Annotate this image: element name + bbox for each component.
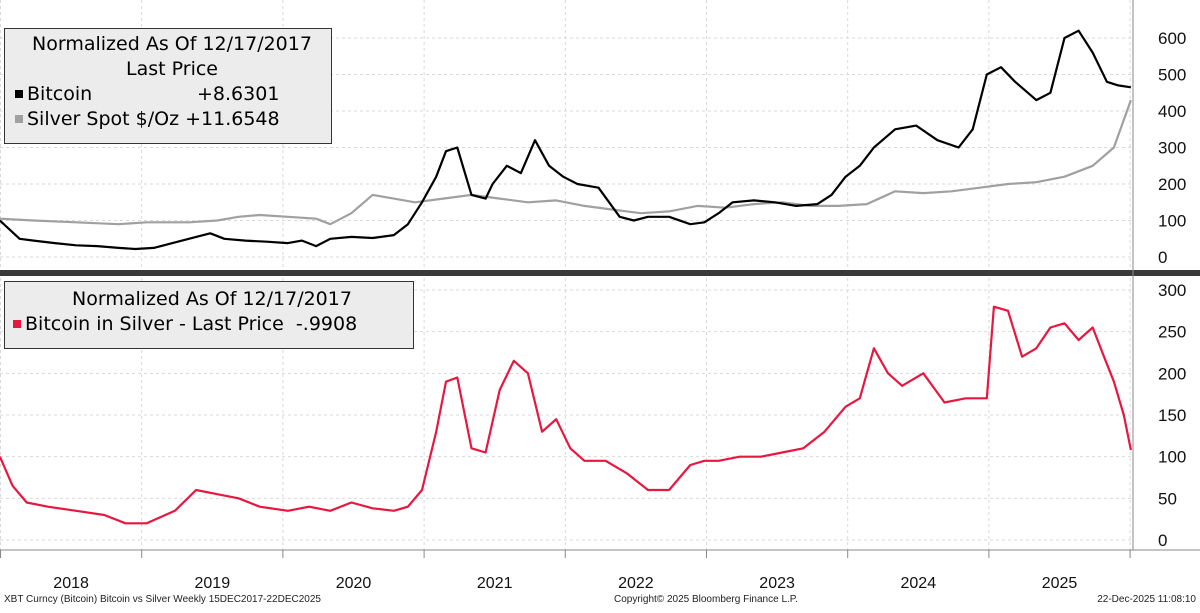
y-tick-label: 50 xyxy=(1158,489,1177,508)
bitcoin-swatch xyxy=(15,89,23,98)
y-tick-label: 100 xyxy=(1158,448,1186,467)
x-tick-label: 2018 xyxy=(53,575,89,592)
x-tick-label: 2023 xyxy=(759,575,795,592)
legend-silver-name: Silver Spot $/Oz xyxy=(27,108,180,130)
y-tick-label: 300 xyxy=(1158,139,1186,158)
ratio-swatch xyxy=(13,319,21,328)
x-tick-label: 2022 xyxy=(618,575,654,592)
y-tick-label: 300 xyxy=(1158,281,1186,300)
y-tick-label: 150 xyxy=(1158,406,1186,425)
divider-layer xyxy=(0,270,1200,276)
panel-divider xyxy=(0,270,1200,276)
footer-right: 22-Dec-2025 11:08:10 xyxy=(1097,594,1196,605)
footer-center: Copyright© 2025 Bloomberg Finance L.P. xyxy=(614,594,798,605)
top-legend: Normalized As Of 12/17/2017 Last Price B… xyxy=(4,28,332,144)
axis-layer: 0 100 200 300 400 500 600 0 50 100 150 200 250 300 201… xyxy=(0,0,1200,592)
legend-bitcoin-value: +8.6301 xyxy=(197,83,280,105)
series-layer xyxy=(0,29,1132,525)
legend-bitcoin-name: Bitcoin xyxy=(27,83,93,105)
top-legend-title-2: Last Price xyxy=(126,58,218,80)
x-tick-label: 2021 xyxy=(477,575,513,592)
y-tick-label: 200 xyxy=(1158,364,1186,383)
legend-item-ratio: Bitcoin in Silver - Last Price -.9908 xyxy=(11,312,413,337)
footer-left: XBT Curncy (Bitcoin) Bitcoin vs Silver W… xyxy=(4,594,321,605)
bottom-legend: Normalized As Of 12/17/2017 Bitcoin in S… xyxy=(4,281,414,349)
y-tick-label: 600 xyxy=(1158,29,1186,48)
y-tick-label: 500 xyxy=(1158,66,1186,85)
y-tick-label: 0 xyxy=(1158,531,1167,550)
silver-swatch xyxy=(15,114,23,123)
legend-ratio-value: -.9908 xyxy=(295,313,358,335)
legend-ratio-name: Bitcoin in Silver - Last Price xyxy=(25,313,284,335)
bottom-legend-title: Normalized As Of 12/17/2017 xyxy=(72,288,352,310)
series-line-bitcoin xyxy=(0,29,1132,251)
y-tick-label: 250 xyxy=(1158,323,1186,342)
y-tick-label: 200 xyxy=(1158,175,1186,194)
y-tick-label: 400 xyxy=(1158,102,1186,121)
x-tick-label: 2020 xyxy=(336,575,372,592)
x-tick-label: 2019 xyxy=(195,575,231,592)
y-tick-label: 100 xyxy=(1158,212,1186,231)
y-tick-label: 0 xyxy=(1158,248,1167,267)
series-line-silver-spot-oz xyxy=(0,99,1132,226)
legend-silver-value: +11.6548 xyxy=(185,108,280,130)
x-tick-label: 2024 xyxy=(901,575,937,592)
legend-item-silver: Silver Spot $/Oz +11.6548 xyxy=(13,107,331,132)
legend-item-bitcoin: Bitcoin +8.6301 xyxy=(13,82,331,107)
grid-layer xyxy=(0,0,1133,550)
x-tick-label: 2025 xyxy=(1042,575,1078,592)
series-line-bitcoin-in-silver-last-price xyxy=(0,305,1132,525)
top-legend-title-1: Normalized As Of 12/17/2017 xyxy=(32,33,312,55)
